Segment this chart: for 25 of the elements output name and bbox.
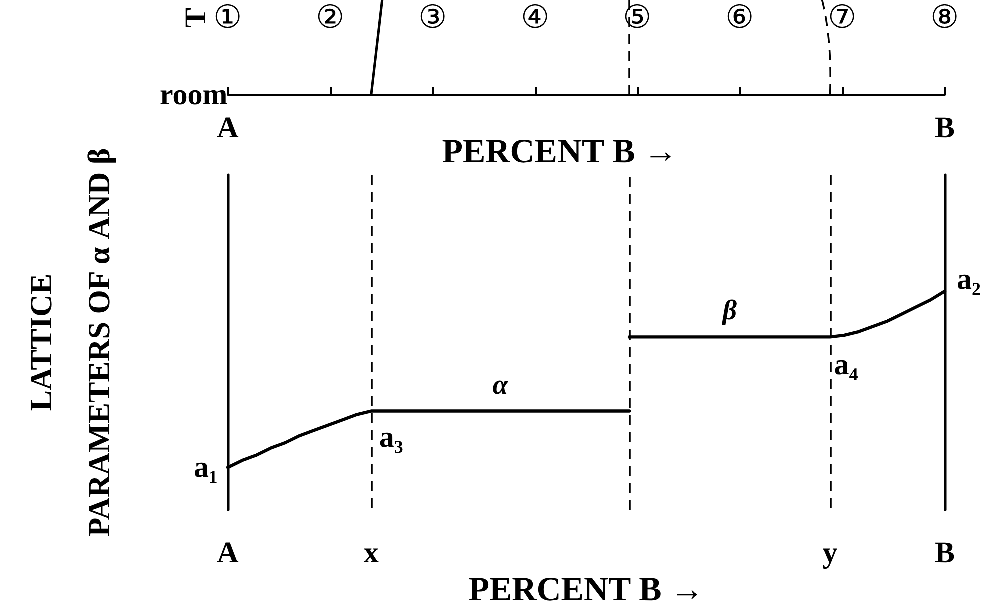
text: T <box>180 8 212 28</box>
category-label: ④ <box>520 0 550 35</box>
x-axis-title: PERCENT B → <box>468 571 704 608</box>
text: A <box>217 112 240 144</box>
annotation: a₃ <box>379 420 404 454</box>
y-axis-title: LATTICE PARAMETERS OF α AND β <box>24 148 116 537</box>
annotation: a₂ <box>957 262 981 296</box>
x-tick-label: y <box>822 536 838 570</box>
annotation: a₄ <box>834 348 858 382</box>
x-tick-label: A <box>217 536 240 570</box>
series-label: α <box>492 370 509 401</box>
text: B <box>934 112 956 144</box>
category-label: ③ <box>418 0 448 35</box>
x-tick-label: B <box>934 536 956 570</box>
category-label: ⑤ <box>623 0 652 35</box>
category-label: ⑧ <box>930 0 960 35</box>
x-tick-label: x <box>364 536 379 570</box>
category-label: ⑦ <box>828 0 858 35</box>
text: PERCENT B → <box>442 134 678 170</box>
category-label: ⑥ <box>726 0 755 35</box>
category-label: ② <box>316 0 345 35</box>
annotation: a₁ <box>194 451 218 484</box>
series-label: β <box>722 296 738 327</box>
text: room <box>160 78 228 112</box>
category-label: ① <box>214 0 242 35</box>
